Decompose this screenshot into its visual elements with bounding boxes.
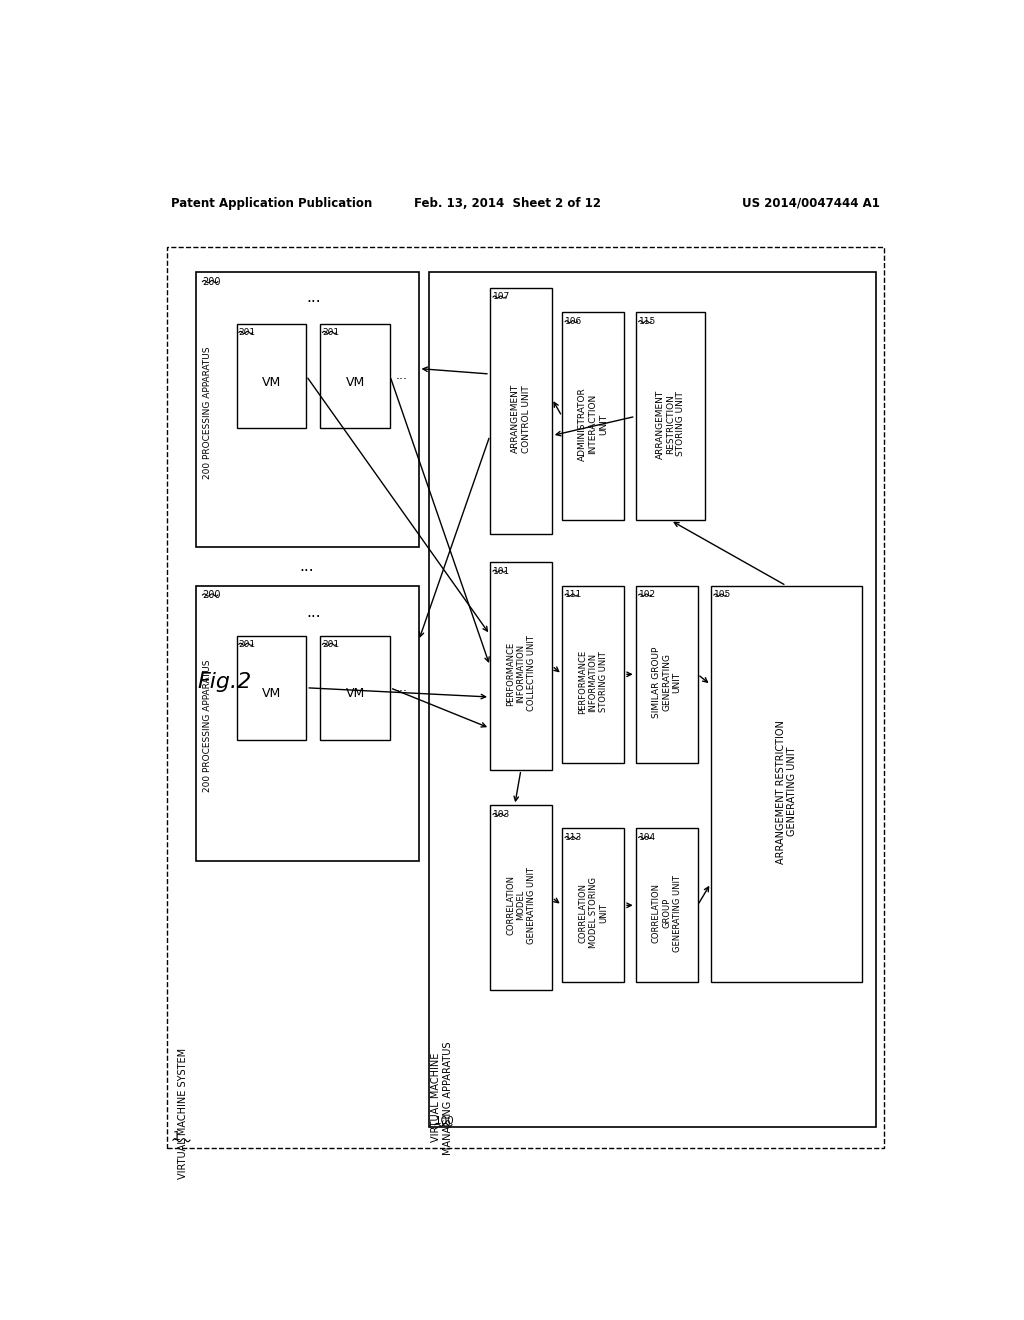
- Text: ...: ...: [306, 289, 322, 305]
- Text: ...: ...: [306, 605, 322, 620]
- Text: 101: 101: [493, 566, 510, 576]
- Bar: [197, 272, 419, 548]
- Text: PERFORMANCE
INFORMATION
STORING UNIT: PERFORMANCE INFORMATION STORING UNIT: [579, 649, 608, 714]
- Text: 201: 201: [323, 327, 340, 337]
- Text: 106: 106: [565, 317, 583, 326]
- Text: CORRELATION
MODEL
GENERATING UNIT: CORRELATION MODEL GENERATING UNIT: [506, 867, 536, 944]
- Bar: [636, 586, 697, 763]
- Bar: [489, 562, 552, 770]
- Text: VIRTUAL MACHINE SYSTEM: VIRTUAL MACHINE SYSTEM: [178, 1048, 188, 1179]
- Text: ...: ...: [395, 681, 408, 694]
- Text: 201: 201: [323, 640, 340, 648]
- Bar: [636, 829, 697, 982]
- Bar: [321, 323, 390, 428]
- Text: Fig.2: Fig.2: [198, 672, 252, 692]
- Text: ARRANGEMENT
RESTRICTION
STORING UNIT: ARRANGEMENT RESTRICTION STORING UNIT: [655, 389, 685, 458]
- Text: 200: 200: [203, 590, 221, 601]
- Text: Patent Application Publication: Patent Application Publication: [171, 197, 372, 210]
- Text: ADMINISTRATOR
INTERACTION
UNIT: ADMINISTRATOR INTERACTION UNIT: [579, 387, 608, 461]
- Text: 200: 200: [203, 277, 221, 286]
- Bar: [711, 586, 862, 982]
- Text: ...: ...: [299, 558, 313, 574]
- Bar: [489, 288, 552, 535]
- Text: 113: 113: [565, 833, 583, 842]
- Text: 100: 100: [435, 1115, 455, 1126]
- Text: VIRTUAL MACHINE
MANAGING APPARATUS: VIRTUAL MACHINE MANAGING APPARATUS: [431, 1041, 453, 1155]
- Text: 107: 107: [493, 293, 510, 301]
- Bar: [167, 247, 884, 1148]
- Text: US 2014/0047444 A1: US 2014/0047444 A1: [741, 197, 880, 210]
- Text: ARRANGEMENT RESTRICTION
GENERATING UNIT: ARRANGEMENT RESTRICTION GENERATING UNIT: [775, 719, 797, 863]
- Text: 102: 102: [639, 590, 655, 599]
- Text: VM: VM: [262, 376, 281, 388]
- Text: 201: 201: [239, 327, 256, 337]
- Text: 1: 1: [173, 1130, 181, 1143]
- Text: VM: VM: [345, 688, 365, 701]
- Bar: [237, 636, 306, 739]
- Text: CORRELATION
MODEL STORING
UNIT: CORRELATION MODEL STORING UNIT: [579, 878, 608, 949]
- Bar: [562, 313, 624, 520]
- Text: 111: 111: [565, 590, 583, 599]
- Text: ARRANGEMENT
CONTROL UNIT: ARRANGEMENT CONTROL UNIT: [511, 384, 530, 453]
- Bar: [636, 313, 706, 520]
- Text: 104: 104: [639, 833, 655, 842]
- Text: CORRELATION
GROUP
GENERATING UNIT: CORRELATION GROUP GENERATING UNIT: [651, 875, 682, 952]
- Text: 200 PROCESSING APPARATUS: 200 PROCESSING APPARATUS: [204, 346, 212, 479]
- Text: 200 PROCESSING APPARATUS: 200 PROCESSING APPARATUS: [204, 660, 212, 792]
- Bar: [237, 323, 306, 428]
- Text: 103: 103: [493, 810, 510, 818]
- Text: ...: ...: [395, 370, 408, 383]
- Bar: [197, 586, 419, 861]
- Text: 105: 105: [714, 590, 731, 599]
- Text: SIMILAR GROUP
GENERATING
UNIT: SIMILAR GROUP GENERATING UNIT: [651, 647, 682, 718]
- Text: 201: 201: [239, 640, 256, 648]
- Text: VM: VM: [262, 688, 281, 701]
- Text: VM: VM: [345, 376, 365, 388]
- Bar: [489, 805, 552, 990]
- Text: PERFORMANCE
INFORMATION
COLLECTING UNIT: PERFORMANCE INFORMATION COLLECTING UNIT: [506, 636, 536, 711]
- Bar: [562, 829, 624, 982]
- Text: Feb. 13, 2014  Sheet 2 of 12: Feb. 13, 2014 Sheet 2 of 12: [415, 197, 601, 210]
- Bar: [429, 272, 876, 1127]
- Bar: [562, 586, 624, 763]
- Bar: [321, 636, 390, 739]
- Text: 115: 115: [639, 317, 656, 326]
